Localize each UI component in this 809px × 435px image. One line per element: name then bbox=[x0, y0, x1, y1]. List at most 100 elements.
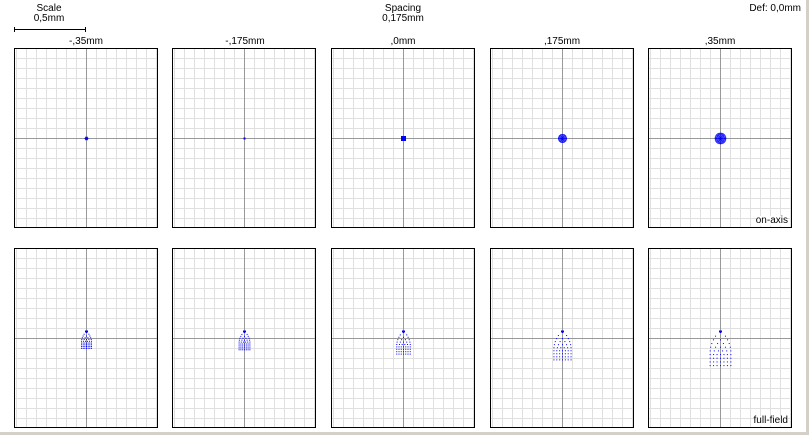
spot bbox=[243, 137, 246, 140]
spot bbox=[558, 140, 561, 142]
spot bbox=[717, 134, 720, 136]
scale-title: Scale bbox=[36, 3, 62, 14]
spot bbox=[564, 350, 566, 352]
spot bbox=[85, 136, 87, 139]
spot bbox=[408, 339, 410, 341]
spot bbox=[709, 350, 711, 352]
spot bbox=[86, 335, 87, 337]
spot bbox=[564, 136, 566, 138]
spot bbox=[716, 357, 718, 359]
spot bbox=[405, 351, 407, 353]
spot bbox=[561, 136, 563, 139]
spot bbox=[717, 343, 719, 345]
spot bbox=[83, 340, 85, 342]
spot bbox=[716, 365, 718, 367]
spot bbox=[245, 349, 247, 351]
spot bbox=[396, 341, 398, 343]
spot bbox=[90, 339, 92, 341]
spot bbox=[238, 349, 240, 351]
spot bbox=[404, 344, 406, 345]
spot bbox=[713, 365, 715, 367]
spot bbox=[90, 344, 92, 346]
spot bbox=[90, 340, 92, 342]
spot bbox=[722, 142, 724, 144]
spot bbox=[245, 337, 247, 339]
spot bbox=[716, 361, 718, 363]
spot bbox=[729, 346, 731, 348]
spot bbox=[401, 339, 403, 341]
spot bbox=[722, 139, 724, 141]
spot bbox=[249, 347, 251, 349]
spot bbox=[248, 337, 250, 339]
spot bbox=[403, 341, 404, 343]
spot bbox=[398, 336, 400, 338]
spot bbox=[720, 138, 722, 141]
spot bbox=[716, 140, 719, 142]
spot bbox=[244, 349, 245, 351]
spot bbox=[561, 140, 564, 142]
spot bbox=[89, 335, 91, 337]
window-frame-right bbox=[806, 0, 809, 435]
spot bbox=[242, 341, 244, 343]
spot bbox=[86, 347, 87, 349]
spot bbox=[723, 357, 725, 359]
spot-plot bbox=[649, 49, 791, 227]
spot bbox=[81, 344, 83, 346]
spot bbox=[564, 353, 566, 355]
spot bbox=[87, 342, 89, 344]
spot bbox=[714, 137, 716, 140]
spot bbox=[88, 333, 90, 335]
spot bbox=[560, 135, 562, 137]
scale-bar bbox=[14, 27, 86, 32]
spot-diagram bbox=[238, 330, 251, 351]
spot bbox=[723, 134, 725, 136]
spot bbox=[556, 356, 558, 358]
spot bbox=[409, 344, 411, 345]
spot bbox=[247, 343, 249, 345]
spot bbox=[565, 139, 567, 141]
spot bbox=[720, 141, 722, 144]
spot-diagram bbox=[84, 136, 89, 141]
spot bbox=[556, 338, 558, 340]
spot bbox=[717, 350, 719, 352]
spot bbox=[400, 353, 402, 355]
spot bbox=[722, 350, 724, 352]
spot bbox=[716, 136, 718, 138]
spot bbox=[403, 348, 404, 350]
spot bbox=[86, 342, 87, 344]
spot bbox=[407, 336, 409, 338]
spot bbox=[249, 345, 251, 347]
spot bbox=[720, 354, 721, 356]
spot bbox=[720, 136, 722, 139]
spot-panel-full-field-4 bbox=[490, 248, 634, 428]
spot bbox=[723, 136, 725, 138]
defocus-label: Def: 0,0mm bbox=[749, 3, 801, 14]
spot bbox=[244, 335, 245, 337]
spot bbox=[84, 344, 86, 346]
spot bbox=[398, 344, 400, 345]
spot bbox=[249, 349, 251, 351]
spot bbox=[559, 359, 561, 361]
spot bbox=[570, 359, 572, 361]
spot-diagram bbox=[714, 132, 727, 145]
spot bbox=[719, 140, 722, 142]
spot bbox=[715, 137, 718, 140]
spot bbox=[570, 350, 572, 352]
spot bbox=[246, 339, 248, 341]
spot bbox=[564, 341, 566, 343]
spot bbox=[244, 347, 245, 349]
spot bbox=[720, 365, 721, 367]
spot bbox=[726, 350, 728, 352]
spot bbox=[240, 343, 242, 345]
spot bbox=[713, 361, 715, 363]
spot bbox=[81, 337, 83, 339]
spot bbox=[86, 339, 87, 341]
spot bbox=[558, 136, 560, 138]
spot bbox=[562, 359, 563, 361]
spot bbox=[719, 141, 721, 144]
spot bbox=[718, 135, 720, 137]
spot bbox=[563, 141, 566, 143]
spot bbox=[242, 347, 244, 349]
spot bbox=[720, 339, 721, 341]
spot-panel-on-axis-5: on-axis bbox=[648, 48, 792, 228]
